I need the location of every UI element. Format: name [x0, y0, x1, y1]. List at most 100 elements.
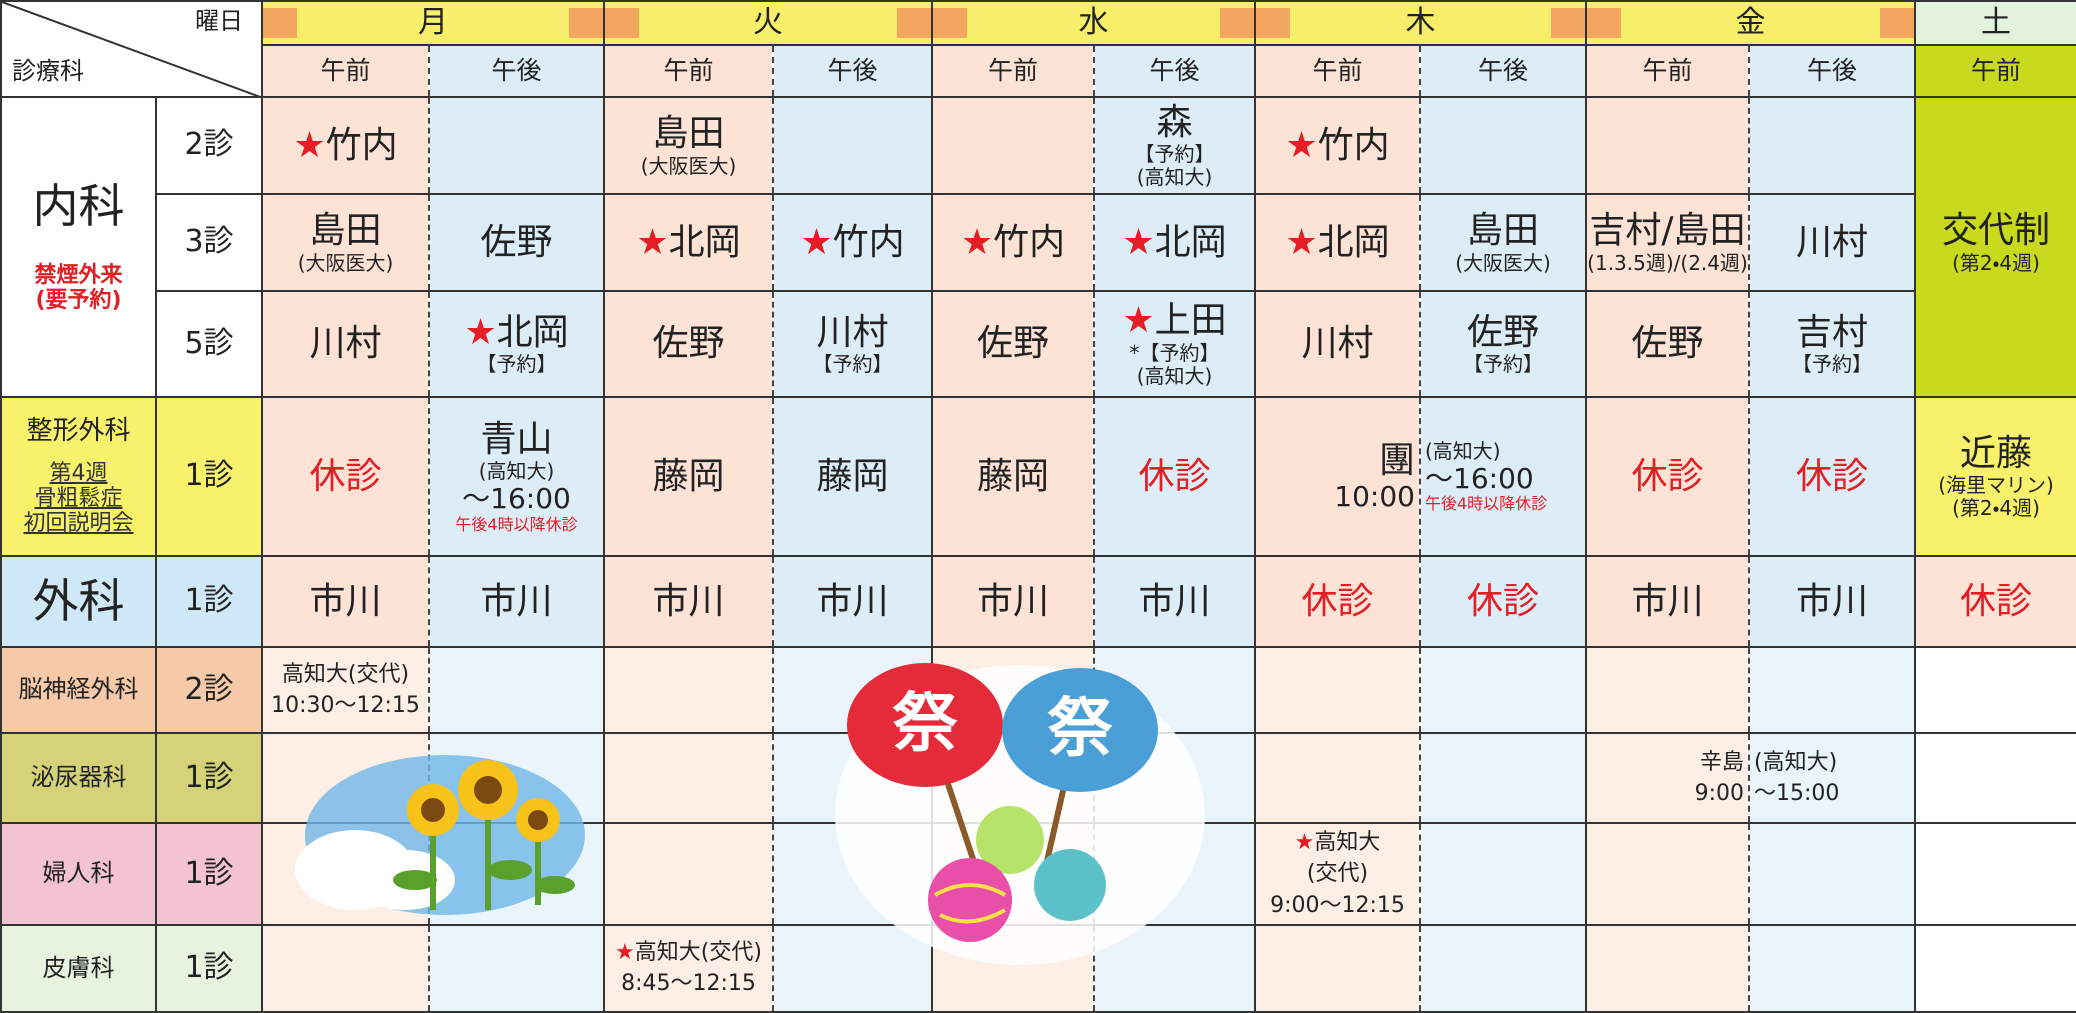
schedule-cell: ★高知大(交代) 8:45〜12:15 [603, 923, 774, 1013]
period-label: 午後 [491, 55, 542, 85]
schedule-cell [1419, 732, 1587, 824]
schedule-cell: ★北岡 [1254, 193, 1421, 292]
star-mark: ★ [1285, 124, 1318, 166]
day-label: 月 [418, 4, 448, 40]
cell-text: 休診 [1138, 455, 1211, 497]
department-cell: 内科 禁煙外来 (要予約) [0, 96, 157, 398]
cell-text: 休診 [1631, 455, 1704, 497]
schedule-cell: 島田 (大阪医大) [1419, 193, 1587, 292]
day-header: 金 [1585, 0, 1916, 46]
cell-text: *【予約】 [1129, 340, 1220, 365]
cell-text: 川村 [816, 311, 889, 353]
schedule-cell: 休診 [261, 396, 430, 557]
department-name: 外科 [32, 574, 125, 629]
cell-text: ★高知大 [1294, 830, 1381, 855]
department-note: 初回説明会 [23, 511, 134, 537]
schedule-cell [1093, 923, 1256, 1013]
cell-text: 川村 [309, 323, 382, 365]
day-label: 木 [1405, 4, 1436, 40]
department-cell: 外科 [0, 555, 157, 648]
cell-text: ★北岡 [1285, 221, 1390, 263]
department-name: 内科 [32, 179, 125, 234]
day-header: 土 [1914, 0, 2076, 46]
cell-text: 市川 [309, 580, 382, 622]
schedule-cell: 森【予約】 (高知大) [1093, 96, 1256, 195]
schedule-cell: 團 10:00 [1254, 396, 1421, 557]
cell-text: 市川 [1138, 580, 1211, 622]
schedule-cell: 佐野 [1585, 290, 1750, 398]
cell-text: 【予約】 [1463, 352, 1543, 377]
schedule-cell: 吉村 【予約】 [1748, 290, 1916, 398]
room-label: 1診 [184, 583, 234, 619]
cell-text: 市川 [652, 580, 725, 622]
cell-text: (高知大) [1136, 165, 1213, 190]
schedule-cell [1914, 646, 2076, 734]
schedule-cell [1585, 923, 1750, 1013]
schedule-cell [261, 923, 430, 1013]
schedule-cell [603, 822, 774, 926]
cell-text: (高知大) [478, 459, 555, 484]
schedule-cell [1914, 290, 2076, 398]
schedule-cell: 川村 [1748, 193, 1916, 292]
cell-text: 市川 [976, 580, 1049, 622]
period-label: 午後 [827, 55, 878, 85]
schedule-cell [1585, 646, 1750, 734]
schedule-cell: 藤岡 [931, 396, 1095, 557]
cell-text: 休診 [1301, 580, 1374, 622]
cell-text: (海里マリン) [1938, 473, 2054, 498]
day-label: 火 [753, 4, 783, 40]
cell-text: (大阪医大) [297, 250, 394, 275]
day-label: 金 [1735, 4, 1766, 40]
schedule-cell [1254, 646, 1421, 734]
cell-text: 近藤 [1959, 432, 2032, 474]
star-mark: ★ [1285, 221, 1318, 263]
cell-text: (第2・4週) [1952, 496, 2040, 521]
row: 3診 島田 (大阪医大) 佐野 ★北岡 ★竹内 ★竹内 ★北岡 ★北岡 島田 (大阪医大) 吉村/島田… [1, 193, 2076, 292]
period-label: 午後 [1806, 55, 1857, 85]
cell-text: (高知大) [1425, 438, 1501, 463]
schedule-cell: 交代制 (第2・4週) [1914, 193, 2076, 292]
cell-text: 市川 [816, 580, 889, 622]
schedule-cell: 休診 [1419, 555, 1587, 648]
star-mark: ★ [800, 221, 833, 263]
schedule-cell: (高知大) 〜16:00 午後4時以降休診 [1419, 396, 1587, 557]
schedule-cell: 市川 [1748, 555, 1916, 648]
schedule-cell [428, 96, 605, 195]
schedule-cell [1419, 96, 1587, 195]
schedule-cell: 市川 [931, 555, 1095, 648]
row: 5診 川村 ★北岡 【予約】 佐野 川村 【予約】 佐野 ★上田 *【予約】 (高知大) 川村 佐野 【予… [1, 290, 2076, 398]
schedule-cell: 市川 [261, 555, 430, 648]
schedule-cell: 休診 [1585, 396, 1750, 557]
cell-text: 川村 [1795, 221, 1868, 263]
department-name: 整形外科 [26, 415, 131, 446]
room-cell: 1診 [155, 822, 263, 926]
cell-text: (大阪医大) [1455, 250, 1551, 275]
cell-text: 8:45〜12:15 [621, 971, 756, 997]
cell-text: 川村 [1301, 323, 1374, 365]
schedule-cell: 休診 [1748, 396, 1916, 557]
schedule-cell: 島田 (大阪医大) [261, 193, 430, 292]
schedule-cell: 市川 [428, 555, 605, 648]
room-label: 1診 [184, 759, 234, 795]
cell-text: 佐野 [1466, 311, 1539, 353]
schedule-cell [931, 96, 1095, 195]
schedule-cell: 佐野 [428, 193, 605, 292]
department-cell: 整形外科 第4週 骨粗鬆症 初回説明会 [0, 396, 157, 557]
row: 整形外科 第4週 骨粗鬆症 初回説明会 1診 休診 青山 (高知大) 〜16:00 午後4時以降休… [0, 396, 2076, 557]
room-cell: 1診 [155, 732, 263, 824]
cell-text: 佐野 [1631, 323, 1704, 365]
period-header: 午後 [428, 44, 605, 98]
cell-text: 佐野 [480, 221, 553, 263]
cell-text: 市川 [480, 580, 553, 622]
schedule-cell [428, 923, 605, 1013]
room-cell: 5診 [155, 290, 263, 398]
schedule-cell: 川村 [261, 290, 430, 398]
day-header: 月 [261, 0, 605, 46]
cell-text: 〜16:00 [462, 482, 571, 516]
cell-text: 10:30〜12:15 [271, 693, 420, 718]
cell-text: (高知大) [1754, 749, 1838, 775]
day-header: 水 [931, 0, 1256, 46]
cell-text: 島田 [652, 113, 725, 155]
